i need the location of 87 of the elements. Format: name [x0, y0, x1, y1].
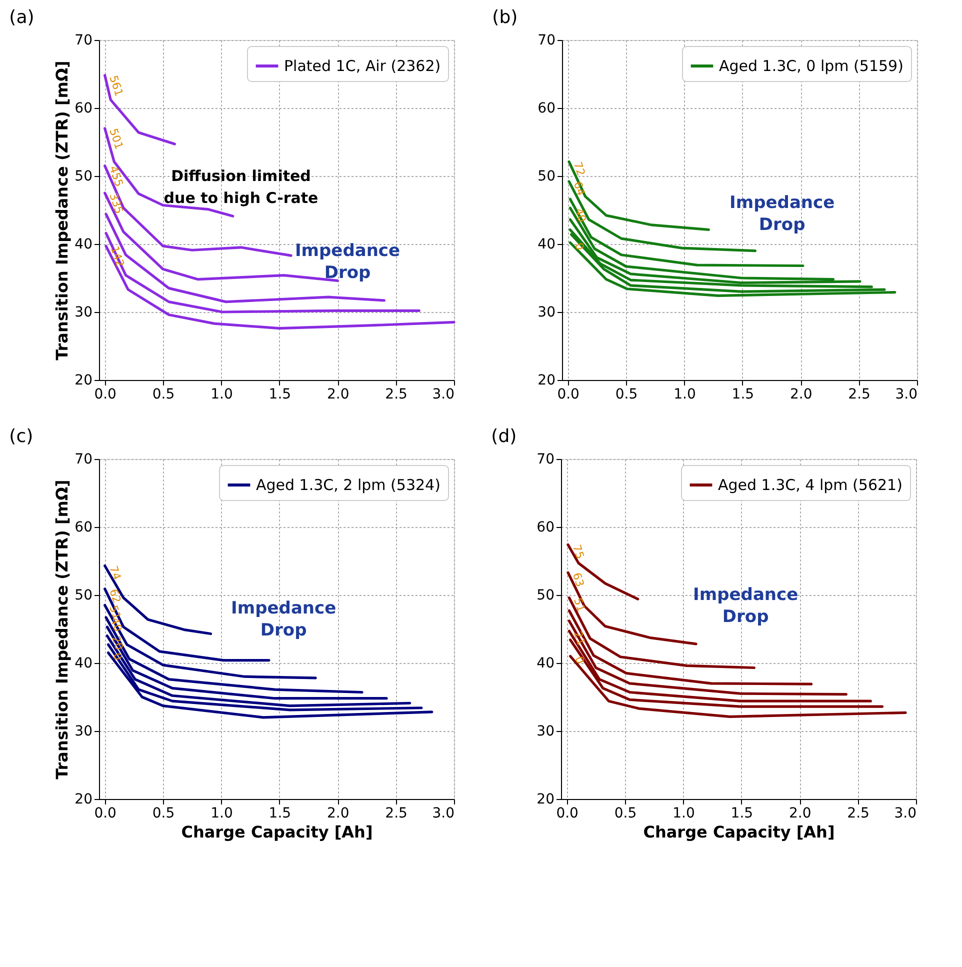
x-tick-label: 1.5 [732, 386, 754, 402]
y-tick-label: 50 [74, 588, 92, 604]
y-tick-label: 60 [74, 100, 92, 116]
y-tick-label: 50 [538, 168, 556, 184]
y-tick-label: 40 [536, 656, 554, 672]
x-tick-label: 3.0 [432, 806, 454, 822]
y-tick-label: 60 [536, 520, 554, 536]
annotation: Impedance Drop [693, 585, 798, 627]
y-tick-label: 70 [538, 32, 556, 48]
y-tick-label: 20 [74, 792, 92, 808]
x-tick-label: 1.5 [268, 386, 292, 402]
x-axis-title: Charge Capacity [Ah] [643, 822, 835, 842]
y-tick-label: 60 [74, 520, 92, 536]
x-tick-label: 1.5 [268, 806, 292, 822]
x-tick-label: 2.0 [790, 386, 812, 402]
x-tick-label: 2.0 [326, 386, 350, 402]
annotation: 0 [572, 241, 587, 252]
y-tick-label: 70 [74, 452, 92, 468]
chart-title: (b) [492, 7, 518, 28]
annotation: 64 [570, 180, 588, 198]
y-tick-label: 60 [538, 100, 556, 116]
chart-title: (a) [9, 7, 34, 28]
annotation: 40 [572, 206, 589, 224]
x-tick-label: 0.5 [152, 386, 175, 402]
annotation: 75 [570, 543, 587, 561]
x-tick-label: 3.0 [895, 386, 918, 402]
y-tick-label: 70 [74, 32, 92, 48]
y-axis-title: Transition Impedance (ZTR) [mΩ] [52, 480, 72, 780]
chart-title: (d) [491, 426, 517, 447]
annotation: Impedance Drop [294, 240, 400, 283]
annotation: Impedance Drop [231, 598, 336, 641]
annotation: 142 [108, 244, 127, 269]
x-tick-label: 3.0 [894, 806, 916, 822]
y-tick-label: 30 [74, 724, 92, 740]
annotation: 455 [106, 164, 126, 188]
annotation: 335 [106, 192, 126, 216]
annotation: Impedance Drop [730, 193, 835, 236]
y-tick-label: 30 [536, 724, 554, 740]
y-tick-label: 50 [74, 168, 92, 184]
legend-label: Aged 1.3C, 2 lpm (5324) [256, 476, 440, 494]
x-tick-label: 1.0 [674, 386, 696, 402]
y-tick-label: 40 [538, 236, 556, 252]
y-tick-label: 40 [74, 656, 92, 672]
y-axis-title: Transition Impedance (ZTR) [mΩ] [52, 60, 72, 360]
annotation: 501 [106, 126, 126, 151]
y-tick-label: 30 [538, 304, 556, 320]
annotation: Diffusion limited due to high C-rate [164, 167, 318, 207]
x-tick-label: 2.5 [385, 386, 408, 402]
x-axis-title: Charge Capacity [Ah] [181, 822, 373, 842]
x-tick-label: 2.5 [848, 386, 870, 402]
y-tick-label: 20 [536, 792, 554, 808]
legend-label: Aged 1.3C, 0 lpm (5159) [719, 57, 904, 75]
legend-label: Aged 1.3C, 4 lpm (5621) [718, 476, 902, 494]
y-tick-label: 20 [538, 372, 556, 388]
x-tick-label: 2.0 [788, 806, 812, 822]
y-tick-label: 30 [74, 304, 92, 320]
x-tick-label: 0.0 [556, 806, 578, 822]
y-tick-label: 20 [74, 372, 92, 388]
annotation: 0 [110, 651, 125, 662]
annotation: 561 [106, 74, 126, 98]
x-tick-label: 0.0 [94, 386, 116, 402]
x-tick-label: 0.0 [557, 386, 580, 402]
x-tick-label: 2.0 [326, 806, 350, 822]
x-tick-label: 0.5 [614, 806, 637, 822]
y-tick-label: 50 [536, 588, 554, 604]
annotation: 51 [571, 596, 588, 614]
y-tick-label: 40 [74, 236, 92, 252]
legend-label: Plated 1C, Air (2362) [284, 57, 441, 75]
x-tick-label: 1.5 [730, 806, 754, 822]
annotation: 21 [571, 630, 588, 647]
annotation: 74 [106, 564, 124, 582]
x-tick-label: 0.5 [615, 386, 638, 402]
chart-title: (c) [9, 426, 34, 447]
annotation: 0 [572, 654, 587, 666]
x-tick-label: 0.5 [152, 806, 175, 822]
annotation: 62 [106, 587, 124, 605]
x-tick-label: 0.0 [94, 806, 116, 822]
x-tick-label: 3.0 [432, 386, 454, 402]
x-tick-label: 1.0 [210, 386, 233, 402]
x-tick-label: 1.0 [672, 806, 695, 822]
annotation: 72 [570, 160, 588, 178]
annotation: 20 [109, 634, 126, 652]
x-tick-label: 1.0 [210, 806, 233, 822]
y-tick-label: 70 [536, 452, 554, 468]
annotation: 63 [570, 571, 587, 588]
x-tick-label: 2.5 [385, 806, 408, 822]
x-tick-label: 2.5 [847, 806, 870, 822]
